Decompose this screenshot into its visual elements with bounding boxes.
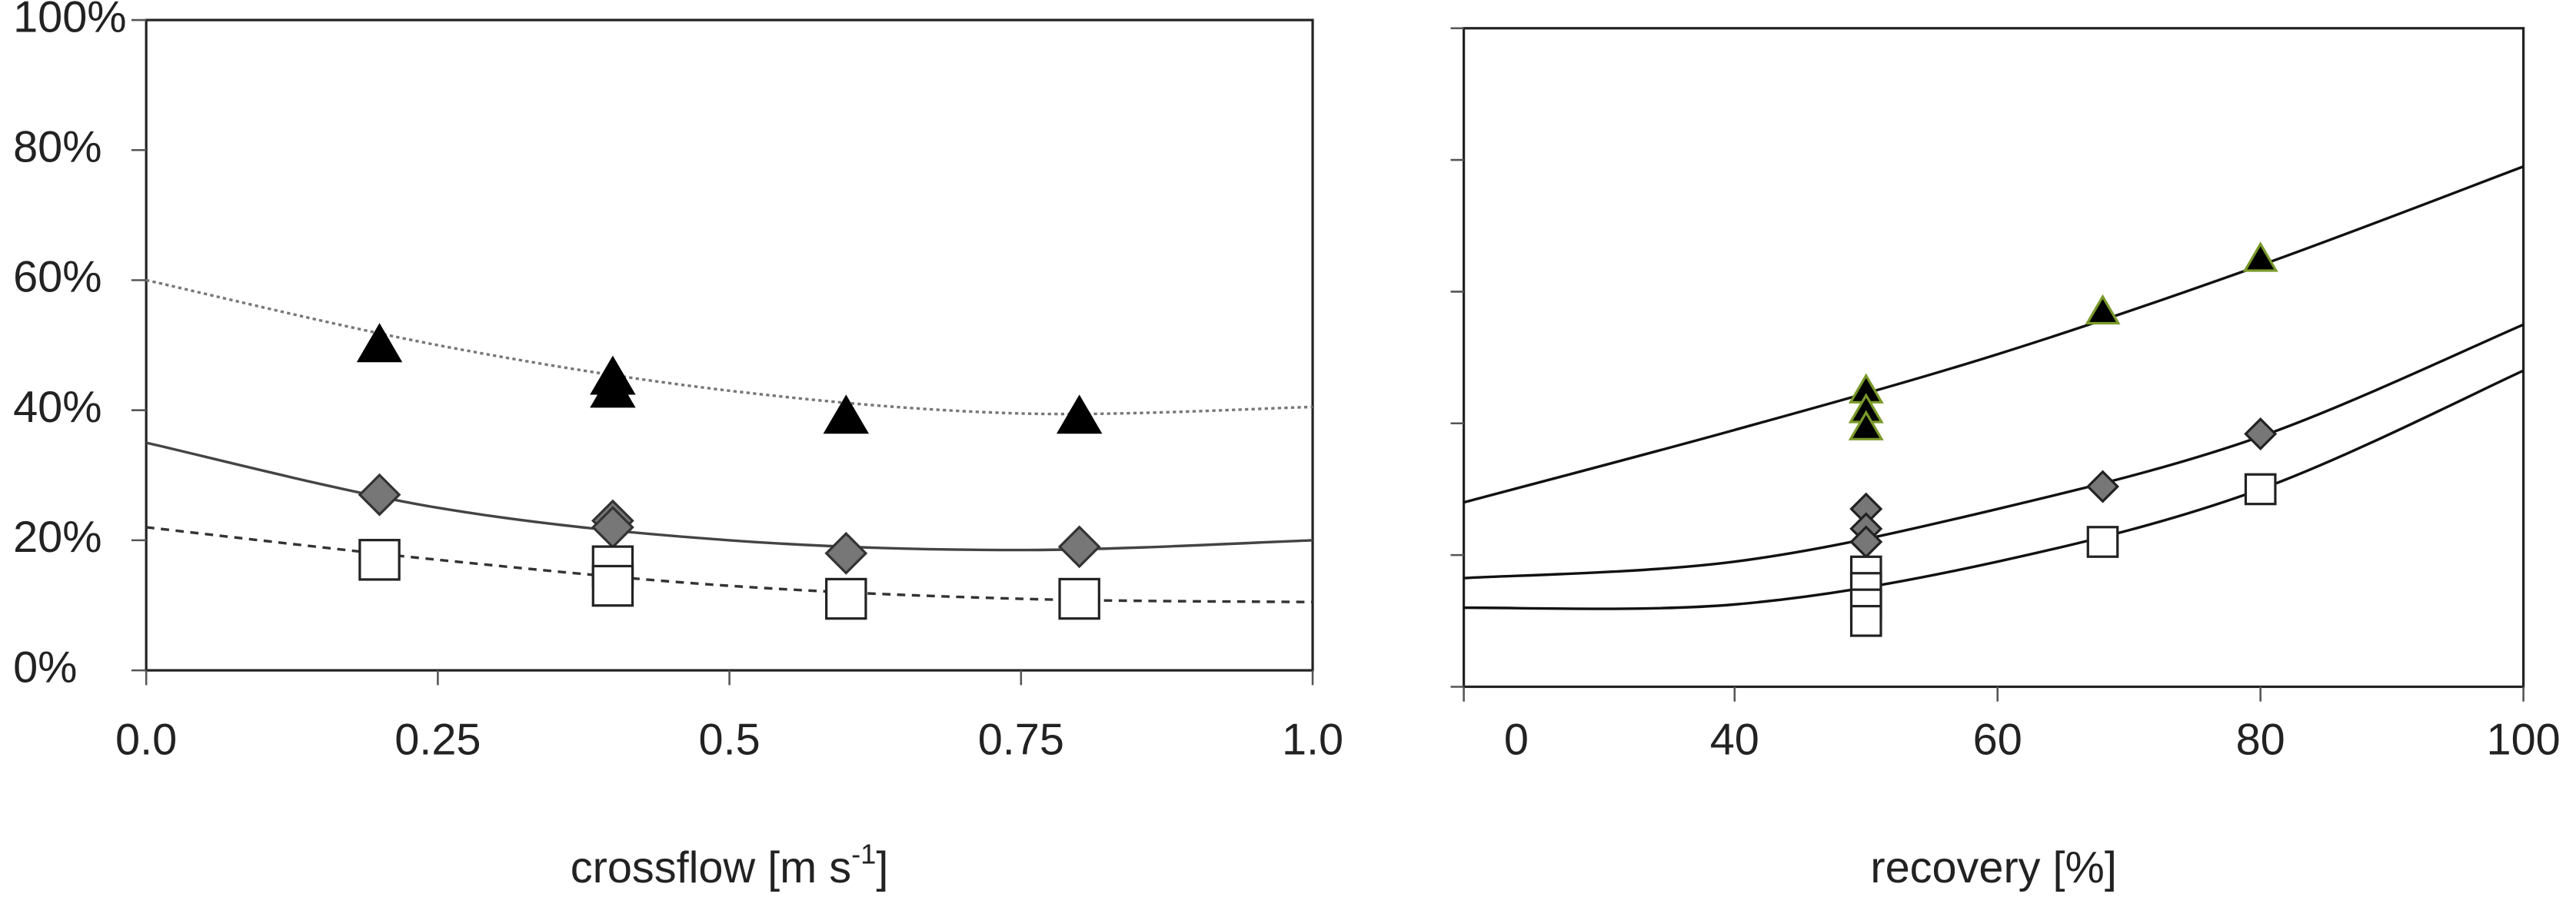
triangle-marker xyxy=(1056,394,1103,434)
triangle-marker xyxy=(590,368,636,408)
y-tick-label: 60% xyxy=(13,253,102,302)
x-tick-label: 0.25 xyxy=(394,715,481,764)
triangle-marker xyxy=(2242,241,2278,272)
y-tick-label: 80% xyxy=(13,123,102,172)
y-tick-label: 0% xyxy=(13,643,77,692)
x-axis-label: recovery [%] xyxy=(1870,843,2117,892)
square-marker xyxy=(825,577,867,620)
x-tick-label: 40 xyxy=(1710,715,1759,764)
triangle-marker xyxy=(2085,294,2121,325)
triangle-marker xyxy=(1848,410,1884,440)
diamond-marker xyxy=(2086,470,2120,503)
x-tick-label: 1.0 xyxy=(1282,715,1343,764)
plot: 40 60 80 100 0 recovery [%] xyxy=(1450,27,2561,892)
x-tick-label: 0.0 xyxy=(115,715,177,764)
x-tick-label: 0.5 xyxy=(699,715,760,764)
fit-curve xyxy=(145,441,1313,552)
square-marker xyxy=(2244,473,2277,506)
triangle-marker xyxy=(823,394,869,434)
diamond-marker xyxy=(824,531,868,575)
square-marker xyxy=(1849,604,1882,637)
diamond-marker xyxy=(1057,525,1101,569)
fit-curve xyxy=(1463,323,2524,580)
fit-curve xyxy=(145,278,1313,416)
x-axis-label: crossflow [m s-1] xyxy=(571,838,889,892)
fit-curve xyxy=(1463,369,2524,610)
fit-curve xyxy=(1463,165,2524,504)
plot-frame xyxy=(145,18,1314,672)
x-tick-label: 100 xyxy=(2487,715,2561,764)
plot-frame xyxy=(1463,27,2525,689)
x-axis-label-text: recovery [%] xyxy=(1870,843,2117,892)
y-tick-label: 20% xyxy=(13,513,102,562)
x-axis-label-end: ] xyxy=(876,843,888,892)
fit-curve xyxy=(145,526,1313,603)
x-tick-label: 60 xyxy=(1973,715,2022,764)
triangle-marker xyxy=(356,323,403,363)
x-tick-label: 80 xyxy=(2236,715,2285,764)
x-tick-label: 0.75 xyxy=(978,715,1064,764)
square-marker xyxy=(1058,577,1100,620)
x-axis-label-text: crossflow [m s xyxy=(571,843,851,892)
diamond-marker xyxy=(2244,417,2278,450)
x-axis-label-sup: -1 xyxy=(851,838,876,869)
y-tick-label: 40% xyxy=(13,383,102,432)
plot: 0% 20% 40% 60% 80% 100% 0.0 0.25 0.5 0.75 1.0 cross… xyxy=(13,0,1343,892)
diamond-marker xyxy=(358,473,401,517)
square-marker xyxy=(591,564,634,607)
square-marker xyxy=(2086,526,2119,558)
x-origin-label: 0 xyxy=(1504,715,1529,764)
square-marker xyxy=(358,539,401,581)
y-tick-label: 100% xyxy=(13,0,127,42)
